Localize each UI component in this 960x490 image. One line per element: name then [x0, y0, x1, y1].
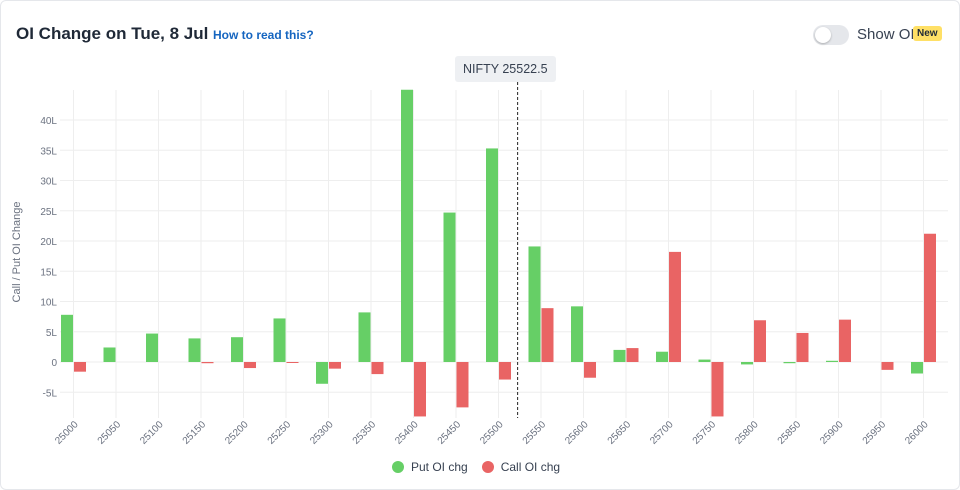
call-oi-bar [754, 320, 766, 362]
call-oi-bar [669, 251, 681, 362]
toggle-knob [815, 27, 831, 43]
y-tick-label: 15L [40, 267, 57, 278]
x-tick-label: 25350 [351, 419, 379, 447]
y-tick-label: 0 [51, 358, 57, 369]
x-tick-label: 25950 [861, 419, 889, 447]
x-tick-label: 26000 [903, 419, 931, 447]
y-tick-label: -5L [43, 388, 58, 399]
x-tick-label: 25800 [733, 419, 761, 447]
call-oi-bar [541, 308, 554, 362]
put-oi-bar [698, 359, 711, 362]
call-oi-bar [414, 362, 426, 417]
put-legend-dot [392, 461, 404, 473]
call-oi-bar [286, 362, 299, 363]
x-tick-label: 25750 [691, 419, 719, 447]
call-oi-bar [924, 233, 936, 362]
legend-item-put[interactable]: Put OI chg [392, 460, 468, 474]
x-tick-label: 25450 [436, 419, 464, 447]
spot-price-badge: NIFTY 25522.5 [455, 56, 556, 82]
put-oi-bar [103, 347, 116, 362]
x-tick-label: 25650 [606, 419, 634, 447]
legend-call-label: Call OI chg [500, 460, 561, 474]
call-oi-bar [584, 362, 596, 378]
put-oi-bar [146, 333, 158, 362]
call-oi-bar [839, 319, 851, 362]
put-oi-bar [61, 314, 73, 362]
put-oi-bar [401, 89, 413, 362]
call-oi-bar [244, 362, 256, 369]
how-to-read-link[interactable]: How to read this? [213, 28, 314, 42]
y-tick-label: 25L [40, 207, 57, 218]
put-oi-bar [231, 337, 243, 362]
put-oi-bar [656, 351, 668, 362]
x-tick-label: 25300 [308, 419, 336, 447]
put-oi-bar [571, 306, 583, 362]
put-oi-bar [783, 362, 796, 364]
x-tick-label: 25400 [393, 419, 421, 447]
call-oi-bar [74, 362, 86, 372]
call-oi-bar [796, 332, 809, 362]
call-oi-bar [329, 362, 341, 369]
call-oi-bar [626, 348, 639, 362]
call-oi-bar [371, 362, 384, 375]
put-oi-bar [613, 349, 626, 362]
y-tick-label: 30L [40, 177, 57, 188]
put-oi-bar [528, 246, 541, 362]
x-tick-label: 25500 [478, 419, 506, 447]
call-oi-bar [456, 362, 469, 408]
put-oi-bar [486, 148, 498, 362]
x-tick-label: 25100 [138, 419, 166, 447]
call-oi-bar [499, 362, 511, 380]
put-oi-bar [316, 362, 328, 384]
x-tick-label: 25000 [53, 419, 81, 447]
x-tick-label: 25250 [266, 419, 294, 447]
y-axis-title: Call / Put OI Change [11, 202, 23, 303]
x-tick-label: 25550 [521, 419, 549, 447]
y-tick-label: 40L [40, 116, 57, 127]
y-tick-label: 35L [40, 146, 57, 157]
y-tick-label: 5L [46, 328, 58, 339]
chart-legend: Put OI chg Call OI chg [392, 460, 560, 474]
x-tick-label: 25700 [648, 419, 676, 447]
x-tick-label: 25900 [818, 419, 846, 447]
show-oi-label: Show OI [857, 26, 915, 43]
put-oi-bar [358, 312, 371, 362]
put-oi-bar [443, 212, 456, 362]
put-oi-bar [826, 360, 838, 362]
x-tick-label: 25150 [181, 419, 209, 447]
show-oi-toggle[interactable] [813, 25, 849, 45]
x-tick-label: 25600 [563, 419, 591, 447]
x-tick-label: 25200 [223, 419, 251, 447]
call-oi-bar [881, 362, 894, 370]
call-oi-bar [711, 362, 724, 417]
put-oi-bar [911, 362, 923, 374]
legend-put-label: Put OI chg [411, 460, 468, 474]
put-oi-bar [273, 318, 286, 362]
put-oi-bar [741, 362, 753, 365]
new-badge: New [913, 26, 942, 41]
call-oi-bar [201, 362, 214, 364]
put-oi-bar [188, 338, 201, 362]
call-legend-dot [481, 461, 494, 473]
x-tick-label: 25050 [96, 419, 124, 447]
chart-title: OI Change on Tue, 8 Jul [16, 24, 209, 43]
legend-item-call[interactable]: Call OI chg [481, 460, 561, 474]
y-tick-label: 20L [40, 237, 57, 248]
y-tick-label: 10L [40, 298, 57, 309]
x-tick-label: 25850 [776, 419, 804, 447]
